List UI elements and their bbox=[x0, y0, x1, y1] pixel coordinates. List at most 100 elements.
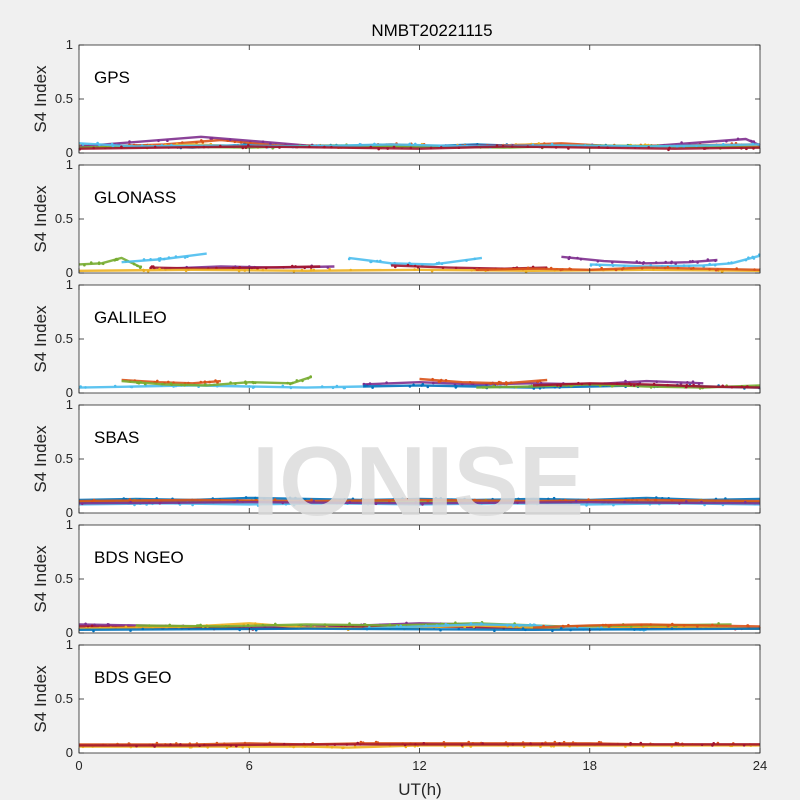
data-point bbox=[92, 498, 96, 502]
data-point bbox=[241, 146, 245, 150]
data-point bbox=[549, 266, 553, 270]
data-point bbox=[331, 386, 335, 390]
data-point bbox=[129, 385, 133, 389]
x-tick-label: 18 bbox=[583, 758, 597, 773]
data-point bbox=[254, 628, 258, 632]
series-8 bbox=[532, 381, 761, 389]
data-point bbox=[156, 379, 159, 383]
data-point bbox=[736, 137, 740, 141]
data-point bbox=[620, 268, 624, 271]
data-point bbox=[747, 256, 750, 260]
data-point bbox=[110, 142, 114, 146]
series-line bbox=[348, 256, 483, 266]
data-point bbox=[540, 146, 544, 149]
data-point bbox=[654, 261, 658, 264]
data-point bbox=[282, 742, 286, 746]
data-point bbox=[191, 503, 194, 507]
data-point bbox=[583, 144, 587, 147]
data-point bbox=[537, 142, 541, 145]
data-point bbox=[692, 266, 695, 270]
data-point bbox=[136, 264, 139, 268]
data-point bbox=[416, 266, 420, 269]
data-point bbox=[636, 383, 640, 386]
data-point bbox=[219, 144, 222, 148]
data-point bbox=[385, 381, 388, 385]
data-point bbox=[172, 385, 175, 388]
data-point bbox=[251, 380, 254, 384]
data-point bbox=[568, 267, 571, 271]
data-point bbox=[244, 146, 248, 149]
x-tick-label: 0 bbox=[75, 758, 82, 773]
data-point bbox=[284, 503, 288, 506]
series-line bbox=[78, 142, 761, 148]
data-point bbox=[330, 746, 334, 749]
data-point bbox=[524, 628, 527, 632]
data-point bbox=[92, 146, 95, 150]
data-point bbox=[195, 624, 199, 627]
panel-glonass: 0 0.5 1 S4 Index GLONASS bbox=[31, 157, 761, 280]
data-point bbox=[670, 499, 674, 503]
data-point bbox=[695, 144, 698, 148]
data-point bbox=[742, 744, 746, 747]
data-point bbox=[295, 379, 299, 382]
data-point bbox=[153, 745, 156, 748]
data-point bbox=[263, 497, 266, 501]
panel-bds-ngeo: 0 0.5 1 S4 Index BDS NGEO bbox=[31, 517, 761, 640]
series-1 bbox=[78, 256, 143, 270]
data-point bbox=[167, 256, 171, 259]
data-point bbox=[238, 266, 242, 269]
data-point bbox=[691, 259, 694, 263]
series-5 bbox=[347, 256, 483, 267]
y-axis-label: S4 Index bbox=[31, 545, 50, 613]
data-point bbox=[492, 384, 496, 388]
plot-area bbox=[79, 45, 760, 153]
data-point bbox=[120, 145, 123, 149]
data-point bbox=[670, 745, 674, 748]
data-point bbox=[301, 379, 304, 383]
data-point bbox=[348, 500, 352, 504]
data-point bbox=[725, 140, 728, 143]
data-point bbox=[576, 256, 579, 260]
x-tick-label: 24 bbox=[753, 758, 767, 773]
data-point bbox=[309, 266, 313, 269]
data-point bbox=[289, 386, 293, 390]
data-point bbox=[700, 743, 704, 747]
data-point bbox=[413, 264, 417, 268]
data-point bbox=[525, 501, 529, 505]
series-3 bbox=[121, 375, 313, 387]
data-point bbox=[265, 145, 268, 149]
data-point bbox=[330, 145, 333, 149]
data-point bbox=[666, 265, 670, 269]
plot-area bbox=[79, 525, 760, 633]
data-point bbox=[444, 379, 448, 382]
data-point bbox=[522, 745, 526, 748]
y-tick-label: 1 bbox=[66, 37, 73, 52]
data-point bbox=[561, 268, 564, 271]
data-point bbox=[139, 380, 142, 384]
data-point bbox=[664, 260, 667, 264]
data-point bbox=[663, 266, 667, 270]
data-point bbox=[141, 627, 145, 631]
data-point bbox=[160, 144, 164, 147]
data-point bbox=[347, 257, 351, 261]
data-point bbox=[595, 263, 598, 266]
data-point bbox=[374, 502, 378, 506]
data-point bbox=[143, 382, 147, 386]
data-point bbox=[128, 498, 132, 501]
data-point bbox=[174, 255, 178, 258]
data-point bbox=[495, 144, 499, 147]
data-point bbox=[496, 382, 499, 386]
data-point bbox=[254, 496, 257, 500]
data-point bbox=[172, 381, 175, 384]
data-point bbox=[128, 140, 131, 143]
data-point bbox=[369, 145, 373, 149]
data-point bbox=[607, 625, 611, 628]
series-10 bbox=[475, 265, 761, 272]
data-point bbox=[317, 144, 320, 147]
data-point bbox=[473, 257, 477, 261]
y-tick-label: 0 bbox=[66, 265, 73, 280]
data-point bbox=[486, 268, 490, 272]
data-point bbox=[567, 623, 570, 627]
data-point bbox=[641, 262, 645, 265]
data-point bbox=[113, 384, 117, 388]
